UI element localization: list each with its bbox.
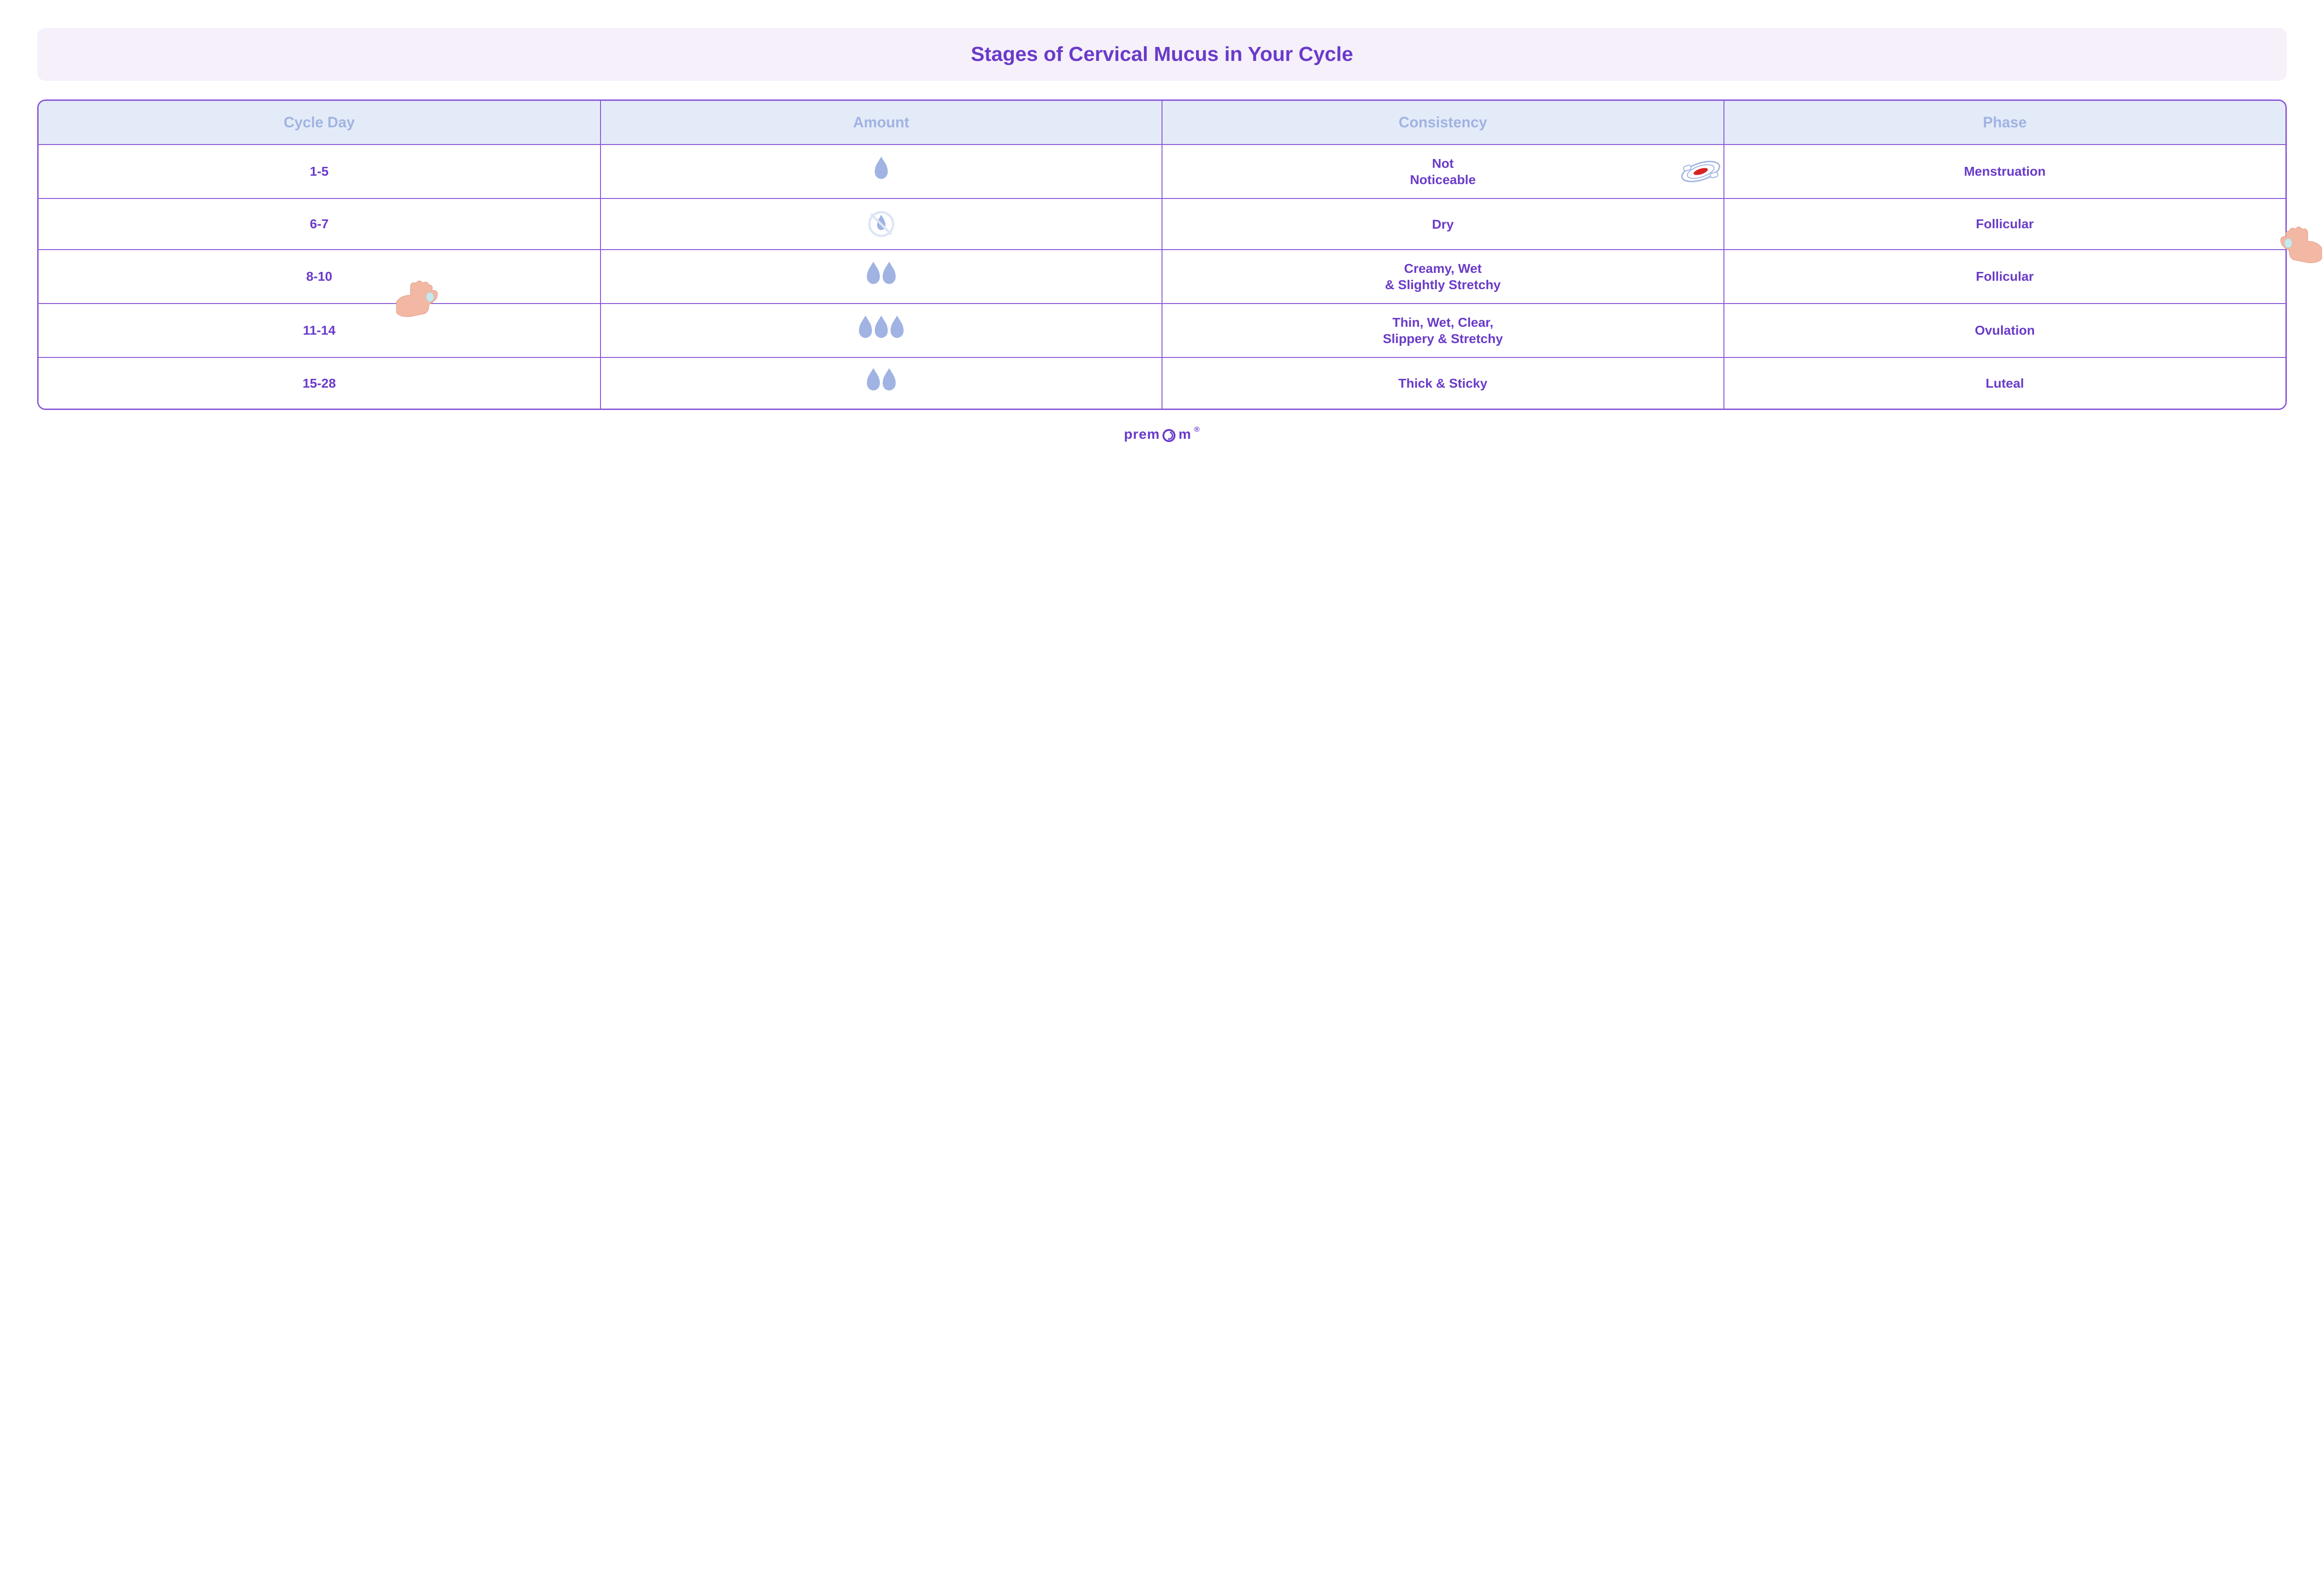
droplet-icon <box>867 266 880 284</box>
cell-amount <box>601 198 1162 250</box>
table-row: 11-14 Thin, Wet, Clear,Slippery & Stretch… <box>39 304 2285 357</box>
droplet-icon <box>883 373 896 390</box>
table-header-row: Cycle Day Amount Consistency Phase <box>39 101 2285 145</box>
brand-text-post: m <box>1178 427 1191 443</box>
cell-phase: Luteal <box>1724 357 2286 409</box>
droplet-icon <box>859 320 872 338</box>
table-container: Cycle Day Amount Consistency Phase 1-5 No… <box>37 99 2287 410</box>
brand-text-pre: prem <box>1124 427 1160 443</box>
brand-logo: prem m® <box>37 427 2287 443</box>
hand-icon <box>2275 223 2324 264</box>
droplet-group <box>867 373 896 390</box>
col-amount: Amount <box>601 101 1162 145</box>
hand-icon <box>392 277 443 318</box>
cell-consistency: Thin, Wet, Clear,Slippery & Stretchy <box>1162 304 1724 357</box>
cell-cycle-day: 11-14 <box>39 304 601 357</box>
pad-icon <box>1677 154 1724 189</box>
cell-cycle-day: 8-10 <box>39 250 601 304</box>
cell-cycle-day: 15-28 <box>39 357 601 409</box>
cell-amount <box>601 250 1162 304</box>
cell-phase: Menstruation <box>1724 145 2286 198</box>
cell-amount <box>601 357 1162 409</box>
page-title: Stages of Cervical Mucus in Your Cycle <box>46 43 2278 66</box>
droplet-group <box>875 161 888 179</box>
cell-consistency: Thick & Sticky <box>1162 357 1724 409</box>
table-row: 8-10 Creamy, Wet& Slightly StretchyFollic… <box>39 250 2285 304</box>
cell-phase: Ovulation <box>1724 304 2286 357</box>
droplet-icon <box>875 320 888 338</box>
droplet-icon <box>883 266 896 284</box>
cell-consistency: NotNoticeable <box>1162 145 1724 198</box>
title-banner: Stages of Cervical Mucus in Your Cycle <box>37 28 2287 81</box>
table-row: 1-5 NotNoticeableMenstruation <box>39 145 2285 198</box>
cell-phase: Follicular <box>1724 250 2286 304</box>
brand-o-icon <box>1162 429 1175 442</box>
mucus-stages-table: Cycle Day Amount Consistency Phase 1-5 No… <box>39 101 2285 409</box>
droplet-icon <box>891 320 904 338</box>
cell-cycle-day: 6-7 <box>39 198 601 250</box>
no-droplet-icon <box>868 211 894 237</box>
cell-consistency: Dry <box>1162 198 1724 250</box>
registered-mark: ® <box>1194 426 1200 434</box>
droplet-icon <box>867 373 880 390</box>
cell-consistency: Creamy, Wet& Slightly Stretchy <box>1162 250 1724 304</box>
cell-cycle-day: 1-5 <box>39 145 601 198</box>
droplet-icon <box>875 161 888 179</box>
droplet-group <box>859 320 904 338</box>
cell-amount <box>601 304 1162 357</box>
droplet-group <box>867 266 896 284</box>
table-row: 6-7 DryFollicular <box>39 198 2285 250</box>
col-consistency: Consistency <box>1162 101 1724 145</box>
cell-phase: Follicular <box>1724 198 2286 250</box>
col-phase: Phase <box>1724 101 2286 145</box>
col-cycle-day: Cycle Day <box>39 101 601 145</box>
cell-amount <box>601 145 1162 198</box>
table-row: 15-28 Thick & StickyLuteal <box>39 357 2285 409</box>
